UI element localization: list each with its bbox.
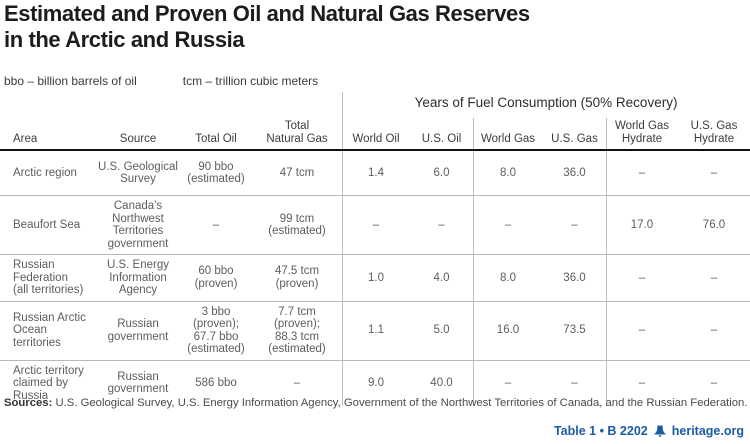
table-cell: 1.4 [368,166,384,179]
table-cell: – [504,377,512,389]
table-cell: 17.0 [630,218,654,231]
liberty-bell-icon [653,425,667,437]
page-title: Estimated and Proven Oil and Natural Gas… [4,1,530,52]
table-cell: 47 tcm [279,166,315,179]
table-divider-vertical-2 [473,118,474,406]
table-cell: 7.7 tcm (proven); 88.3 tcm (estimated) [268,305,326,356]
table-cell: 6.0 [433,166,450,179]
group-header-years-of-fuel-consumption: Years of Fuel Consumption (50% Recovery) [414,95,678,110]
footer-branding: Table 1 • B 2202 heritage.org [554,424,744,438]
table-cell: 76.0 [702,218,726,231]
table-cell: 16.0 [496,324,520,337]
table-cell: – [710,324,718,337]
col-header-us-gas: U.S. Gas [551,133,598,145]
table-cell: – [710,377,718,389]
col-header-world-gas: World Gas [480,133,536,145]
table-cell: 9.0 [368,377,384,389]
table-row-russian-arctic-ocean: Russian Arctic Ocean territories Russian… [0,300,750,360]
table-cell: – [638,377,646,389]
col-header-us-oil: U.S. Oil [421,133,462,145]
table-cell: U.S. Geological Survey [98,160,178,186]
table-cell: Beaufort Sea [13,218,81,231]
table-cell: Arctic region [13,166,77,179]
table-cell: – [638,324,646,337]
table-cell: 90 bbo (estimated) [187,160,245,186]
col-header-total-natural-gas: Total Natural Gas [266,120,328,145]
table-cell: 1.0 [368,271,384,284]
table-cell: 586 bbo [195,377,237,389]
col-header-us-gas-hydrate: U.S. Gas Hydrate [690,120,738,145]
table-row-arctic-territory-claimed: Arctic territory claimed by Russia Russi… [0,359,750,407]
abbreviation-legend: bbo – billion barrels of oil tcm – trill… [4,74,318,88]
col-header-source: Source [119,133,157,145]
table-cell: Russian Arctic Ocean territories [13,311,86,349]
table-body: Arctic region U.S. Geological Survey 90 … [0,151,750,406]
col-header-world-gas-hydrate: World Gas Hydrate [614,120,670,145]
col-header-world-oil: World Oil [352,133,400,145]
table-cell: 3 bbo (proven); 67.7 bbo (estimated) [187,305,245,356]
table-cell: Canada's Northwest Territories governmen… [107,200,169,250]
sources-label: Sources: [4,397,53,409]
table-cell: Russian government [107,370,169,396]
table-divider-vertical-3 [606,118,607,406]
table-cell: – [571,218,578,231]
table-cell: 5.0 [433,324,450,337]
table-reference: Table 1 • B 2202 [553,424,648,438]
table-cell: U.S. Energy Information Agency [107,259,169,296]
table-cell: 47.5 tcm (proven) [274,265,320,290]
table-cell: 40.0 [430,377,453,389]
table-header: Years of Fuel Consumption (50% Recovery)… [0,92,750,151]
col-header-total-oil: Total Oil [195,133,237,145]
table-cell: – [438,218,445,231]
col-header-area: Area [13,133,38,145]
table-cell: 36.0 [563,166,586,179]
table-cell: 4.0 [433,271,450,284]
table-cell: – [638,166,646,179]
table-row-arctic-region: Arctic region U.S. Geological Survey 90 … [0,151,750,195]
table-divider-vertical-1 [342,92,343,406]
table-cell: – [212,218,220,231]
sources-note: Sources: U.S. Geological Survey, U.S. En… [4,397,747,409]
table-cell: – [504,218,512,231]
table-cell: – [638,271,646,284]
table-cell: Russian Federation (all territories) [13,259,84,296]
table-cell: Russian government [107,318,169,343]
column-header-row: Area Source Total Oil Total Natural Gas … [0,120,750,146]
table-cell: 8.0 [500,271,516,284]
table-cell: 36.0 [563,271,586,284]
sources-text: U.S. Geological Survey, U.S. Energy Info… [52,397,748,409]
legend-tcm: tcm – trillion cubic meters [182,74,319,88]
table-cell: 1.1 [368,324,384,337]
table-cell: 73.5 [563,324,586,337]
table-cell: – [293,377,301,389]
table-cell: – [372,218,380,231]
table-row-beaufort-sea: Beaufort Sea Canada's Northwest Territor… [0,195,750,254]
legend-bbo: bbo – billion barrels of oil [4,74,137,88]
table-cell: – [710,271,718,284]
table-cell: 8.0 [500,166,516,179]
table-cell: 99 tcm (estimated) [268,212,326,238]
table-cell: Arctic territory claimed by Russia [13,364,84,402]
site-url: heritage.org [671,424,744,438]
table-row-russian-federation: Russian Federation (all territories) U.S… [0,254,750,301]
table-cell: – [571,377,578,389]
reserves-table: Years of Fuel Consumption (50% Recovery)… [0,92,750,406]
table-cell: – [710,166,718,179]
table-cell: 60 bbo (proven) [194,265,238,290]
